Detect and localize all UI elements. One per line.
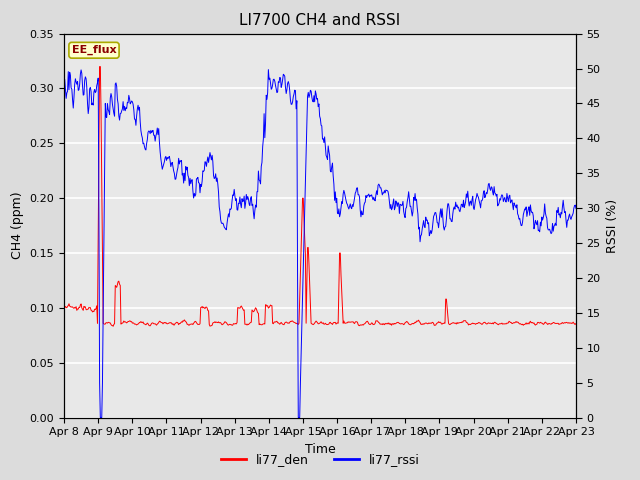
Title: LI7700 CH4 and RSSI: LI7700 CH4 and RSSI: [239, 13, 401, 28]
Legend: li77_den, li77_rssi: li77_den, li77_rssi: [216, 448, 424, 471]
X-axis label: Time: Time: [305, 443, 335, 456]
Text: EE_flux: EE_flux: [72, 45, 116, 55]
Y-axis label: CH4 (ppm): CH4 (ppm): [11, 192, 24, 259]
Y-axis label: RSSI (%): RSSI (%): [606, 199, 619, 252]
